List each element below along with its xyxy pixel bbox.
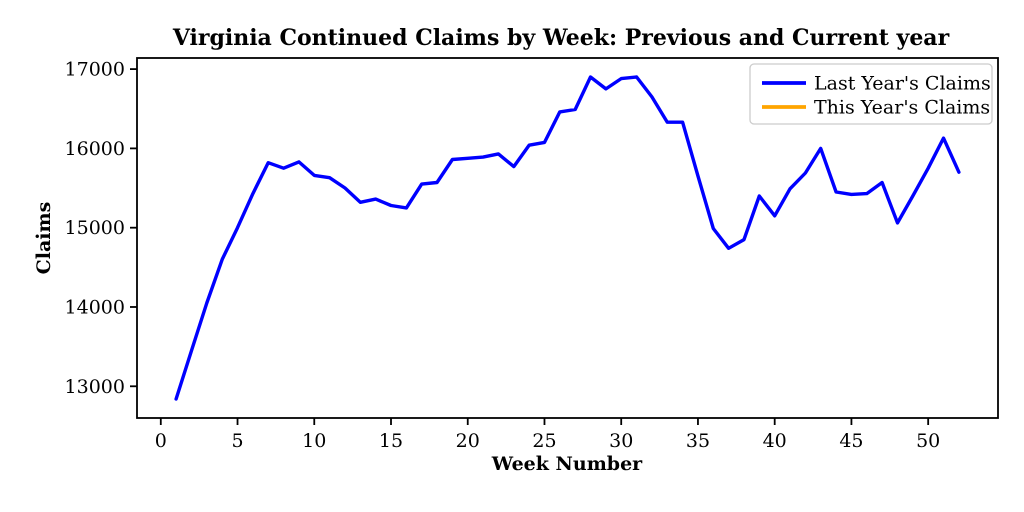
x-tick-label: 15 <box>379 430 403 452</box>
x-tick-label: 45 <box>839 430 863 452</box>
x-tick-label: 0 <box>155 430 167 452</box>
y-tick-label: 17000 <box>65 59 125 81</box>
y-axis-label: Claims <box>33 202 55 275</box>
y-tick-label: 14000 <box>65 296 125 318</box>
chart-title: Virginia Continued Claims by Week: Previ… <box>172 25 950 51</box>
y-axis-ticks: 13000 14000 15000 16000 17000 <box>65 59 137 398</box>
x-tick-label: 50 <box>916 430 940 452</box>
y-tick-label: 16000 <box>65 138 125 160</box>
data-series <box>174 75 961 401</box>
x-tick-label: 10 <box>302 430 326 452</box>
x-tick-label: 30 <box>609 430 633 452</box>
y-tick-label: 15000 <box>65 217 125 239</box>
legend-label-last-year: Last Year's Claims <box>814 73 991 95</box>
series-line-0 <box>174 75 961 401</box>
x-tick-label: 20 <box>456 430 480 452</box>
x-tick-label: 25 <box>532 430 556 452</box>
x-axis-ticks: 0 5 10 15 20 25 30 35 40 45 50 <box>155 418 940 452</box>
plot-frame <box>136 57 999 419</box>
x-tick-label: 40 <box>763 430 787 452</box>
y-tick-label: 13000 <box>65 376 125 398</box>
x-tick-label: 35 <box>686 430 710 452</box>
legend: Last Year's Claims This Year's Claims <box>749 63 993 125</box>
x-tick-label: 5 <box>231 430 243 452</box>
legend-label-this-year: This Year's Claims <box>814 97 990 119</box>
legend-box <box>749 63 993 125</box>
x-axis-label: Week Number <box>491 453 643 475</box>
